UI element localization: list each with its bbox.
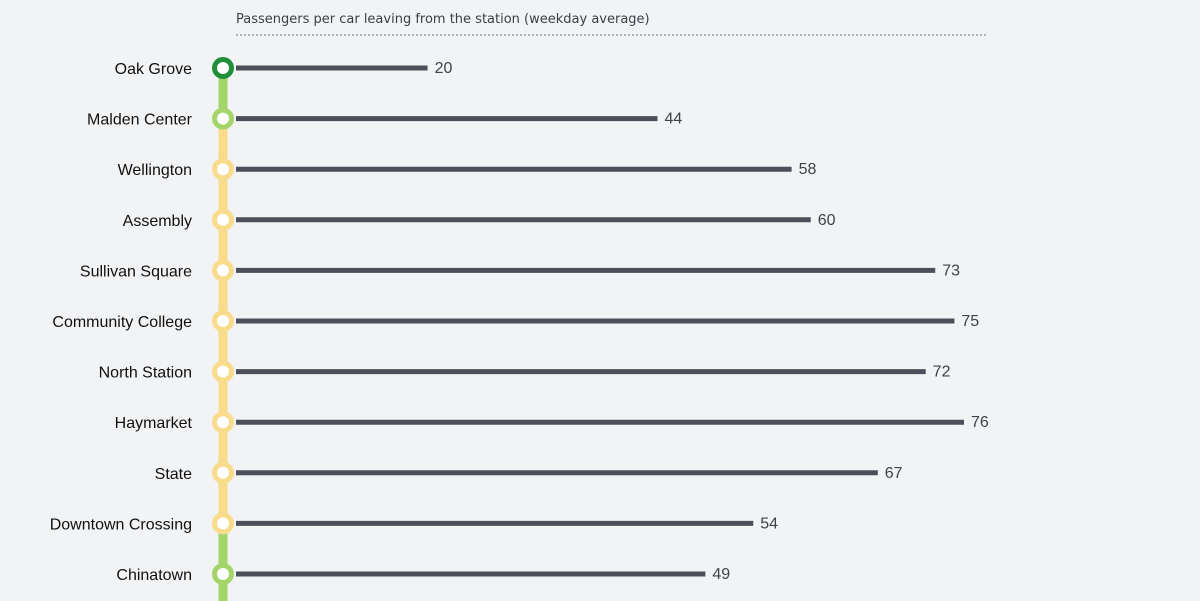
station-label-malden-center: Malden Center — [87, 112, 193, 129]
value-label-wellington: 58 — [799, 161, 817, 178]
station-label-oak-grove: Oak Grove — [115, 61, 192, 78]
chart-title: Passengers per car leaving from the stat… — [236, 12, 650, 27]
station-marker-malden-center — [212, 107, 234, 130]
station-marker-north-station — [212, 360, 234, 383]
station-marker-community-college — [212, 310, 234, 332]
station-marker-chinatown — [212, 563, 234, 585]
value-label-oak-grove: 20 — [435, 60, 453, 77]
station-label-wellington: Wellington — [118, 162, 192, 179]
station-label-state: State — [155, 466, 192, 483]
station-labels: Oak Grove Malden Center Wellington Assembly… — [50, 61, 193, 584]
station-label-haymarket: Haymarket — [115, 415, 193, 432]
value-labels: 20 44 58 60 73 75 72 76 67 54 49 — [435, 60, 989, 583]
bars-group — [236, 65, 964, 577]
station-markers — [212, 57, 234, 585]
station-label-assembly: Assembly — [123, 213, 192, 230]
station-label-north-station: North Station — [99, 365, 192, 382]
station-label-downtown-crossing: Downtown Crossing — [50, 516, 192, 533]
station-marker-oak-grove — [212, 57, 234, 79]
value-label-assembly: 60 — [818, 212, 836, 229]
station-marker-downtown-crossing — [212, 512, 234, 535]
value-label-sullivan-square: 73 — [942, 262, 960, 279]
value-label-state: 67 — [885, 465, 903, 482]
station-label-chinatown: Chinatown — [116, 567, 192, 584]
value-label-chinatown: 49 — [712, 566, 730, 583]
value-label-community-college: 75 — [961, 313, 979, 330]
value-label-north-station: 72 — [933, 364, 951, 381]
station-marker-sullivan-square — [212, 259, 234, 282]
station-marker-state — [212, 461, 234, 484]
value-label-haymarket: 76 — [971, 414, 989, 431]
station-label-community-college: Community College — [52, 314, 192, 331]
station-marker-wellington — [212, 158, 234, 181]
value-label-malden-center: 44 — [664, 111, 682, 128]
station-marker-haymarket — [212, 411, 234, 434]
station-label-sullivan-square: Sullivan Square — [80, 263, 192, 280]
station-marker-assembly — [212, 208, 234, 231]
value-label-downtown-crossing: 54 — [760, 515, 778, 532]
